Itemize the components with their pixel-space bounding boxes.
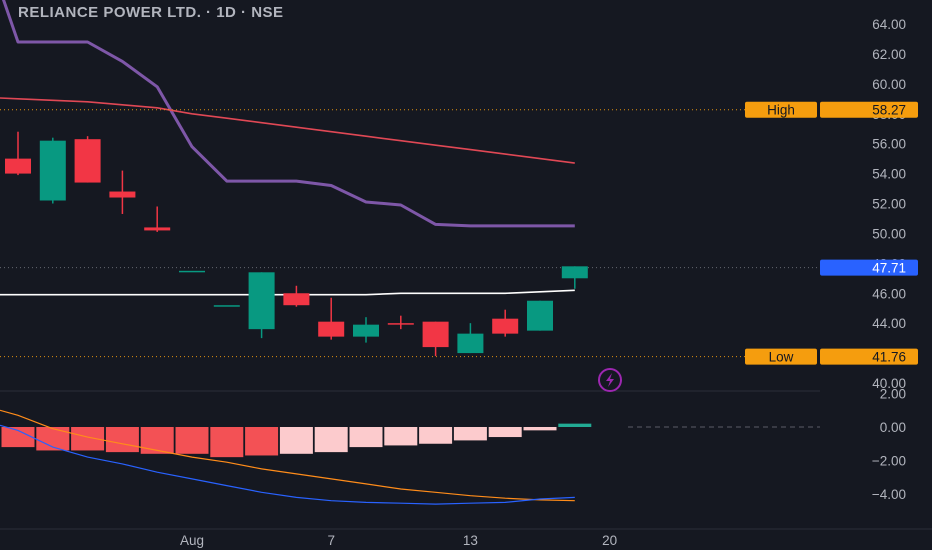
candle-body-4 bbox=[109, 191, 136, 198]
price-tick-label-3: 46.00 bbox=[872, 286, 906, 301]
histogram-bar-3 bbox=[71, 427, 105, 451]
candle-body-6 bbox=[179, 270, 205, 273]
candle-body-1 bbox=[5, 158, 31, 174]
candle-body-11 bbox=[353, 324, 379, 337]
histogram-bar-6 bbox=[175, 427, 209, 454]
macd-tick-label-4: −4.00 bbox=[872, 487, 906, 502]
price-tag-value-bg-1 bbox=[820, 101, 918, 118]
price-tag-label-2: Low bbox=[769, 350, 794, 365]
signal-line bbox=[0, 409, 575, 502]
price-tick-label-7: 54.00 bbox=[872, 167, 906, 182]
candle-body-10 bbox=[318, 321, 345, 337]
histogram-bar-2 bbox=[36, 427, 70, 451]
histogram-bar-5 bbox=[140, 427, 174, 454]
price-tag-value-bg-2 bbox=[820, 348, 918, 365]
candle-body-13 bbox=[422, 321, 449, 348]
time-axis[interactable]: Aug 7 13 20 bbox=[0, 528, 932, 548]
price-tag-value-1: 58.27 bbox=[872, 103, 906, 118]
chart-title: RELIANCE POWER LTD. · 1D · NSE bbox=[18, 4, 284, 21]
histogram-bar-16 bbox=[523, 427, 557, 431]
candle-body-17 bbox=[561, 266, 588, 279]
candle-body-14 bbox=[457, 333, 484, 354]
moving-average-1 bbox=[1, 0, 575, 228]
price-level-lines bbox=[0, 109, 820, 358]
histogram-bar-14 bbox=[453, 427, 487, 441]
time-tick-label-1: Aug bbox=[180, 533, 204, 548]
time-tick-label-3: 13 bbox=[463, 533, 478, 548]
price-tick-label-8: 56.00 bbox=[872, 137, 906, 152]
histogram-bar-10 bbox=[314, 427, 348, 453]
candle-body-9 bbox=[283, 293, 310, 306]
price-tick-label-2: 44.00 bbox=[872, 316, 906, 331]
histogram-bar-7 bbox=[210, 427, 244, 458]
price-tick-label-11: 62.00 bbox=[872, 47, 906, 62]
price-tick-label-6: 52.00 bbox=[872, 197, 906, 212]
lightning-icon-bolt bbox=[606, 373, 614, 387]
price-tick-label-12: 64.00 bbox=[872, 17, 906, 32]
last-price-tag-bg bbox=[820, 259, 918, 276]
macd-tick-label-3: −2.00 bbox=[872, 454, 906, 469]
candles bbox=[5, 131, 588, 357]
price-tag-label-bg-1 bbox=[745, 101, 817, 118]
lightning-icon[interactable] bbox=[598, 368, 622, 392]
time-tick-label-2: 7 bbox=[327, 533, 335, 548]
macd-pane bbox=[0, 390, 820, 505]
candle-body-16 bbox=[527, 300, 553, 331]
histogram-bar-13 bbox=[419, 427, 453, 444]
moving-average-2 bbox=[0, 97, 575, 164]
price-tick-label-10: 60.00 bbox=[872, 77, 906, 92]
candle-body-2 bbox=[39, 140, 66, 201]
histogram-bar-12 bbox=[384, 427, 418, 446]
last-price-tag-value: 47.71 bbox=[872, 261, 906, 276]
histogram-bar-1 bbox=[1, 427, 35, 448]
candle-body-12 bbox=[387, 323, 414, 325]
time-tick-label-4: 20 bbox=[602, 533, 617, 548]
histogram-bar-15 bbox=[488, 427, 522, 438]
candle-body-15 bbox=[492, 318, 519, 334]
macd-tick-label-2: 0.00 bbox=[880, 420, 906, 435]
histogram-bar-8 bbox=[245, 427, 279, 456]
price-tick-label-1: 40.00 bbox=[872, 376, 906, 391]
price-tag-label-1: High bbox=[767, 103, 795, 118]
price-tag-label-bg-2 bbox=[745, 348, 817, 365]
price-tag-value-2: 41.76 bbox=[872, 350, 906, 365]
price-tick-label-5: 50.00 bbox=[872, 226, 906, 241]
macd-line bbox=[0, 424, 575, 505]
histogram-bar-9 bbox=[279, 427, 313, 454]
candle-body-7 bbox=[213, 305, 240, 307]
candle-body-5 bbox=[144, 227, 171, 231]
price-tags: High 58.27 Low 41.76 47.71 bbox=[745, 101, 918, 365]
lightning-icon-ring bbox=[598, 368, 622, 392]
histogram-bar-11 bbox=[349, 427, 383, 448]
price-axis[interactable]: 40.0044.0046.0048.0050.0052.0054.0056.00… bbox=[872, 17, 906, 391]
macd-axis[interactable]: 2.00 0.00 −2.00 −4.00 bbox=[872, 387, 906, 503]
histogram-bar-4 bbox=[105, 427, 139, 453]
histogram-bar-17 bbox=[558, 423, 592, 427]
candle-body-3 bbox=[74, 139, 101, 183]
candle-body-8 bbox=[248, 272, 275, 330]
macd-tick-label-1: 2.00 bbox=[880, 387, 906, 402]
